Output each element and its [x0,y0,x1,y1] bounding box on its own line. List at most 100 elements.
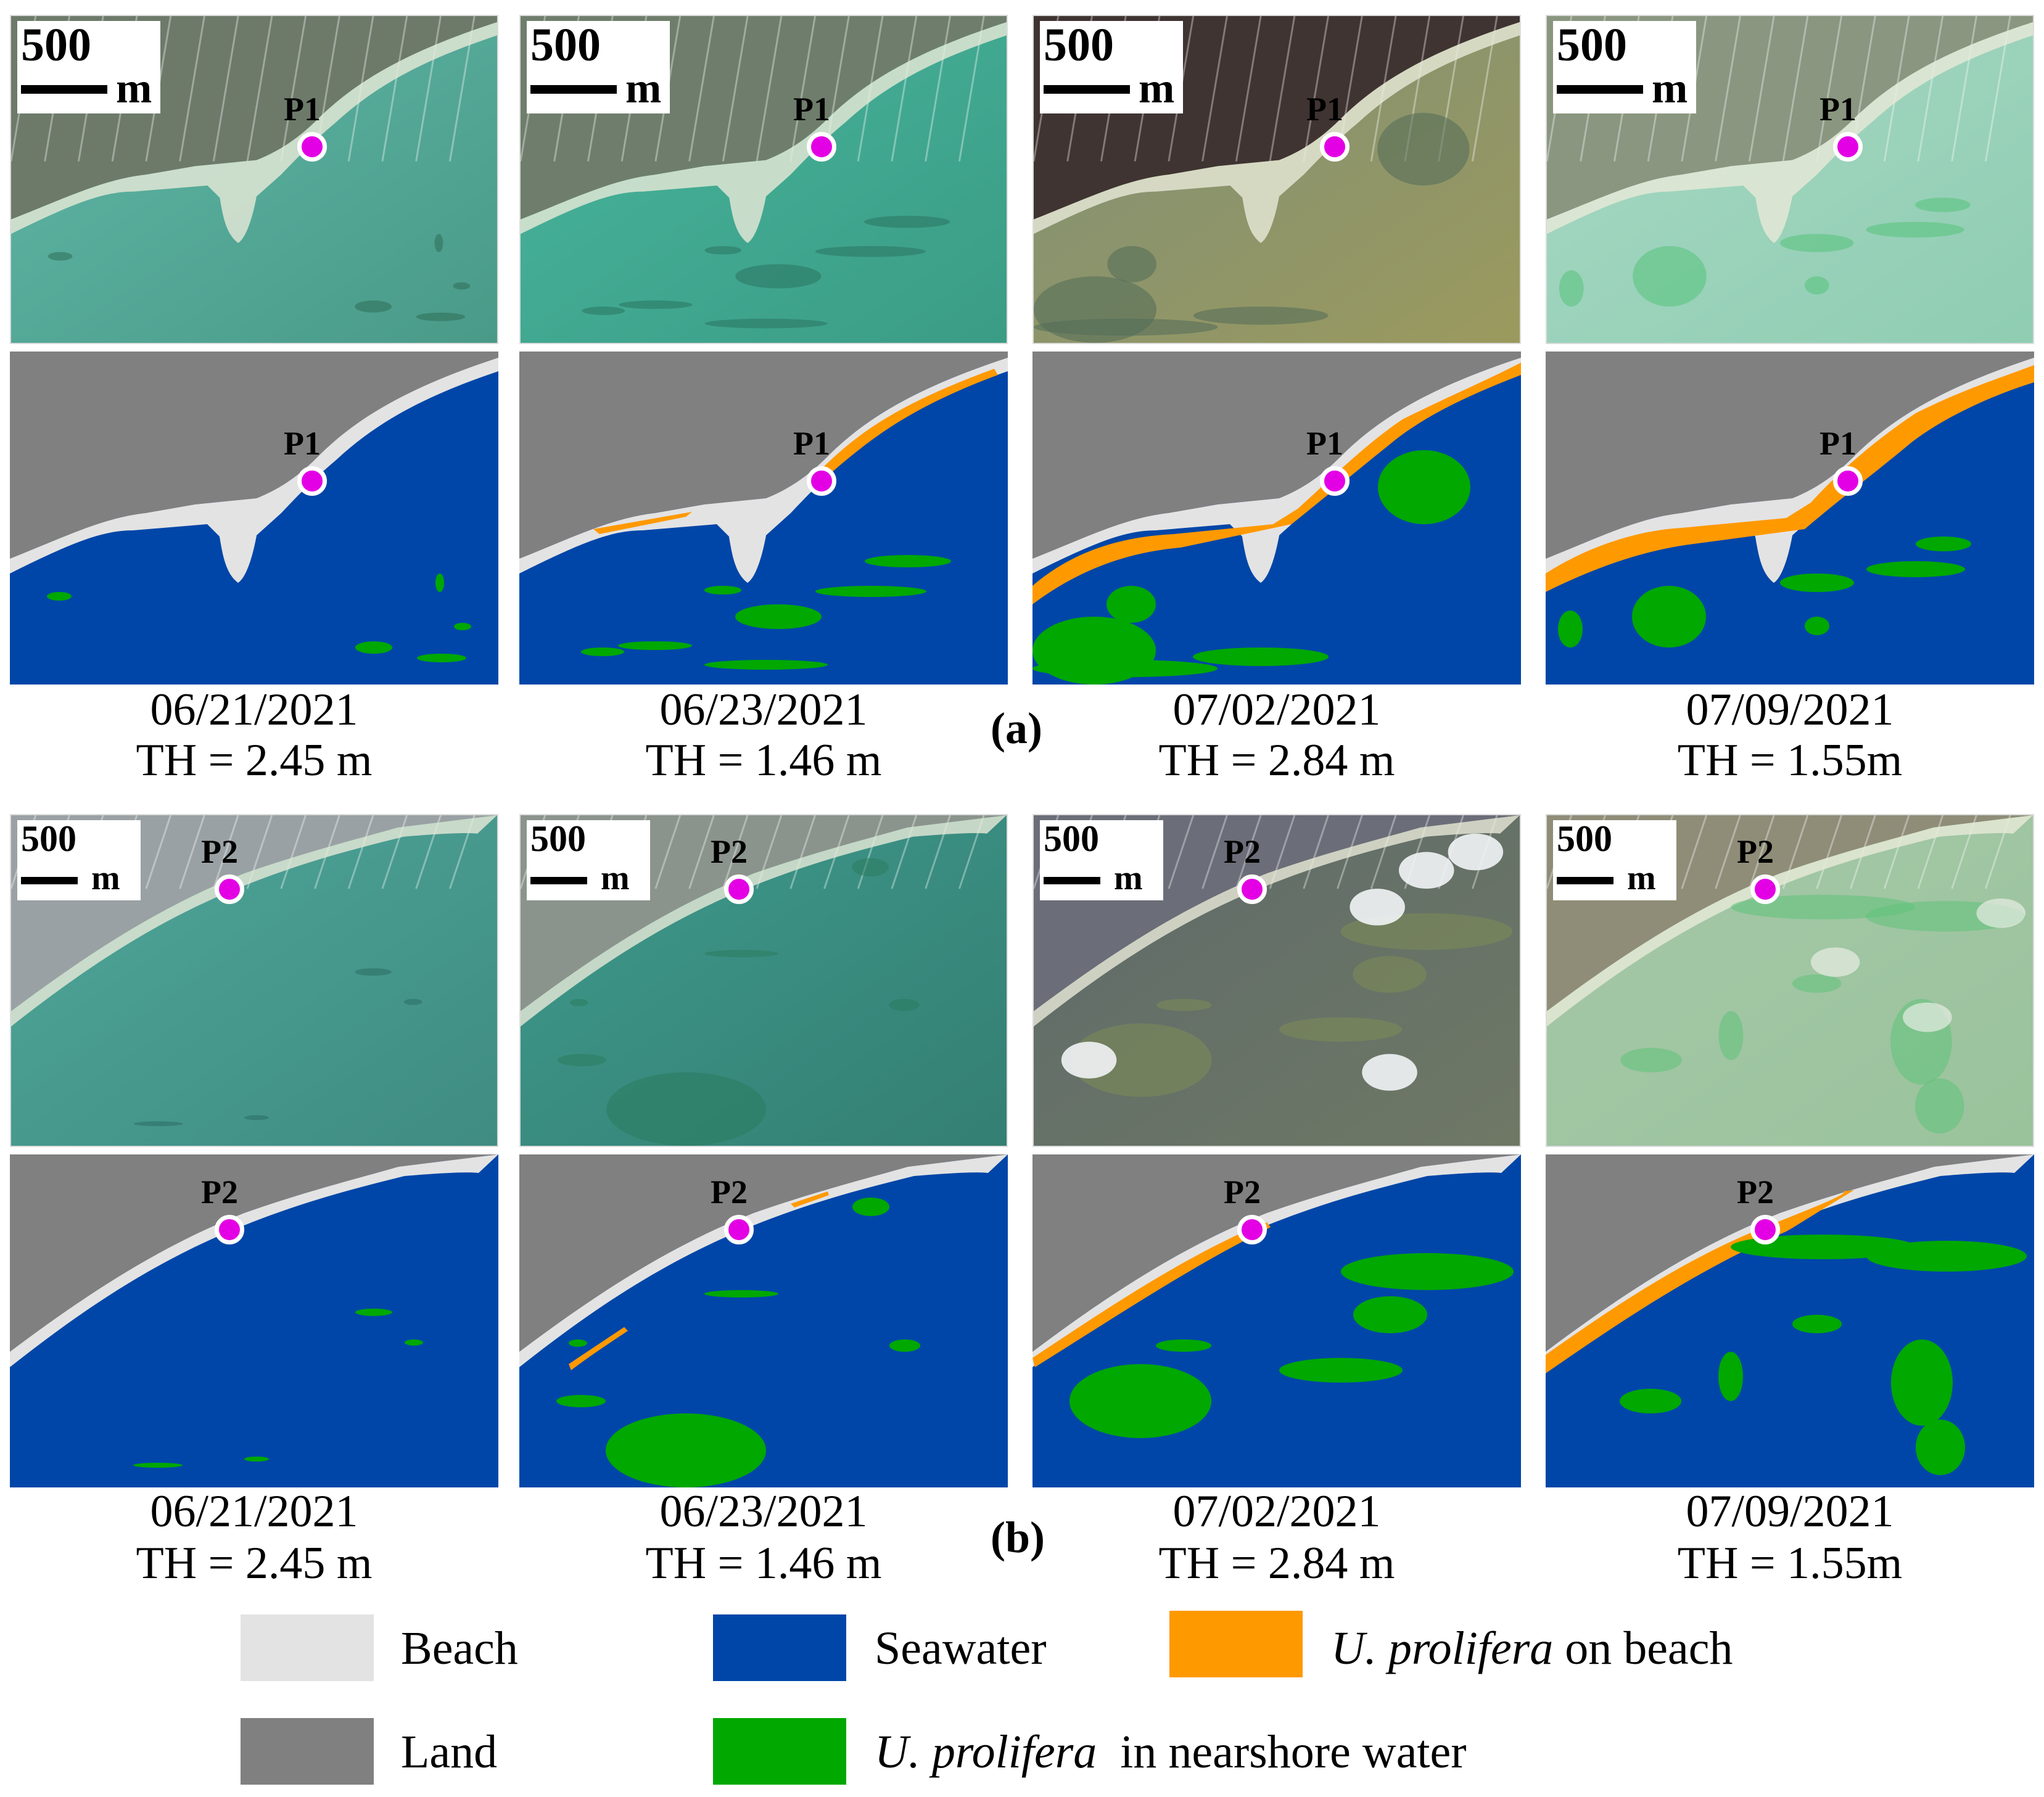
panel-date-a-1: 06/21/2021 [150,685,358,735]
point-marker-sat-a-4 [1833,132,1863,162]
point-label-sat-b-4: P2 [1737,833,1774,870]
legend-label-nearshore: U. prolifera in nearshore water [875,1729,1467,1775]
classification-map-b-2 [519,1154,1008,1487]
point-marker-sat-b-3 [1237,874,1267,904]
point-marker-cls-b-1 [215,1215,244,1244]
legend-swatch-beach [241,1614,374,1681]
point-marker-cls-a-4 [1833,466,1863,496]
group-label-b: (b) [991,1513,1045,1562]
scale-bar-unit: m [1139,65,1175,112]
scale-bar-line [530,877,587,884]
legend-swatch-nearshore [713,1718,846,1785]
scale-bar-a-4: 500 m [1553,19,1696,113]
panel-tide-height-a-1: TH = 2.45 m [136,735,373,786]
classification-map-a-3 [1032,352,1521,685]
satellite-image-b-3 [1032,814,1521,1147]
scale-bar-value: 500 [1044,818,1099,859]
point-marker-cls-a-3 [1320,466,1350,496]
panel-date-b-1: 06/21/2021 [150,1486,358,1537]
panel-date-b-2: 06/23/2021 [659,1486,868,1537]
scale-bar-value: 500 [21,818,76,859]
satellite-image-a-1 [10,15,498,344]
point-label-sat-b-3: P2 [1224,833,1261,870]
classification-map-a-4 [1546,352,2034,685]
scale-bar-line [1557,877,1613,884]
panel-tide-height-b-4: TH = 1.55m [1677,1538,1903,1589]
point-marker-cls-b-4 [1750,1215,1780,1244]
point-label-cls-b-1: P2 [201,1174,238,1211]
scale-bar-line [1044,877,1100,884]
satellite-image-a-3 [1032,15,1521,344]
panel-date-a-3: 07/02/2021 [1172,685,1381,735]
point-label-cls-b-2: P2 [711,1174,748,1211]
scale-bar-value: 500 [21,19,91,71]
point-label-cls-a-2: P1 [793,425,830,462]
scale-bar-unit: m [116,65,152,112]
scale-bar-unit: m [91,859,120,897]
legend-swatch-land [241,1718,374,1785]
scale-bar-line [530,85,617,94]
point-marker-sat-a-1 [297,132,327,162]
scale-bar-value: 500 [1044,19,1114,71]
classification-map-b-3 [1032,1154,1521,1487]
point-label-sat-a-4: P1 [1819,91,1856,128]
panel-date-a-4: 07/09/2021 [1686,685,1894,735]
scale-bar-unit: m [601,859,630,897]
point-label-sat-b-1: P2 [201,833,238,870]
point-label-cls-a-3: P1 [1306,425,1343,462]
point-marker-cls-b-3 [1237,1215,1267,1244]
scale-bar-a-3: 500 m [1040,19,1183,113]
classification-map-b-1 [10,1154,498,1487]
point-marker-cls-a-1 [297,466,327,496]
legend-label-onbeach-species: U. prolifera [1331,1622,1554,1674]
legend-swatch-seawater [713,1614,846,1681]
legend-label-seawater: Seawater [875,1622,1047,1674]
point-marker-sat-a-2 [807,132,836,162]
legend-label-onbeach: U. prolifera on beach [1331,1625,1733,1672]
satellite-image-a-2 [519,15,1008,344]
panel-date-b-3: 07/02/2021 [1172,1486,1381,1537]
point-marker-sat-b-1 [215,874,244,904]
legend-label-beach: Beach [401,1622,518,1674]
scale-bar-unit: m [1114,859,1143,897]
satellite-image-b-2 [519,814,1008,1147]
legend-label-nearshore-species: U. prolifera [875,1726,1097,1778]
point-label-cls-a-4: P1 [1819,425,1856,462]
point-label-sat-a-2: P1 [793,91,830,128]
scale-bar-b-2: 500 m [527,818,650,900]
classification-map-a-2 [519,352,1008,685]
panel-tide-height-a-3: TH = 2.84 m [1158,735,1395,786]
point-label-cls-a-1: P1 [284,425,321,462]
panel-tide-height-b-1: TH = 2.45 m [136,1538,373,1589]
scale-bar-unit: m [1652,65,1688,112]
scale-bar-value: 500 [1557,818,1612,859]
scale-bar-line [21,85,107,94]
panel-tide-height-a-2: TH = 1.46 m [645,735,882,786]
point-marker-sat-b-2 [724,874,754,904]
scale-bar-b-1: 500 m [17,818,141,900]
scale-bar-value: 500 [530,19,601,71]
point-label-cls-b-4: P2 [1737,1174,1774,1211]
classification-map-b-4 [1546,1154,2034,1487]
panel-date-b-4: 07/09/2021 [1686,1486,1894,1537]
panel-tide-height-b-3: TH = 2.84 m [1158,1538,1395,1589]
scale-bar-value: 500 [1557,19,1627,71]
point-label-sat-a-3: P1 [1306,91,1343,128]
classification-map-a-1 [10,352,498,685]
panel-date-a-2: 06/23/2021 [659,685,868,735]
panel-tide-height-a-4: TH = 1.55m [1677,735,1903,786]
scale-bar-unit: m [1627,859,1656,897]
legend-label-nearshore-rest: in nearshore water [1097,1726,1467,1778]
legend-label-onbeach-rest: on beach [1553,1622,1733,1674]
scale-bar-line [21,877,78,884]
point-marker-cls-b-2 [724,1215,754,1244]
group-label-a: (a) [991,704,1042,753]
scale-bar-value: 500 [530,818,586,859]
point-label-cls-b-3: P2 [1224,1174,1261,1211]
point-marker-sat-a-3 [1320,132,1350,162]
scale-bar-line [1044,85,1130,94]
point-label-sat-b-2: P2 [711,833,748,870]
scale-bar-line [1557,85,1643,94]
legend-label-land: Land [401,1726,498,1778]
legend-swatch-onbeach [1169,1611,1303,1677]
